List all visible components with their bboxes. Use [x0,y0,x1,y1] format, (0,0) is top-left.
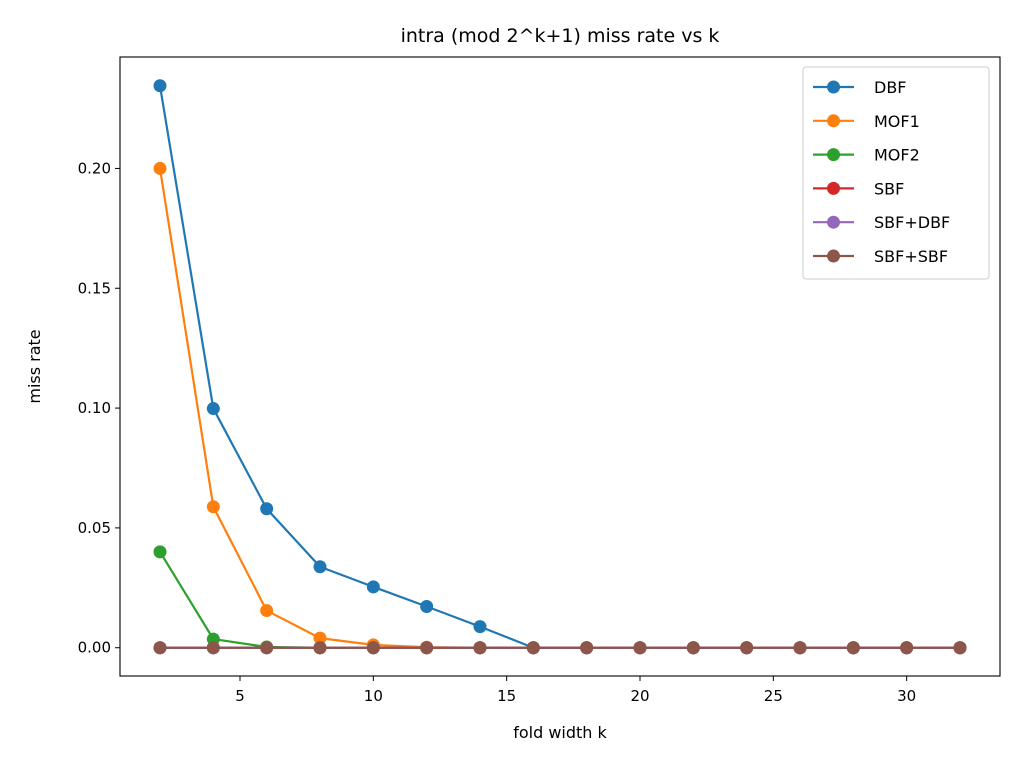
y-tick-label: 0.10 [78,399,111,417]
x-tick-label: 15 [497,687,516,705]
plot-area [119,56,1001,677]
data-point-sbf-plus-sbf [633,641,647,655]
data-point-mof1 [313,631,327,645]
data-point-mof2 [153,545,167,559]
legend-label-sbf-plus-dbf: SBF+DBF [874,213,950,232]
data-point-sbf-plus-sbf [526,641,540,655]
y-tick-label: 0.00 [78,639,111,657]
legend-item-mof2: MOF2 [813,146,920,165]
data-point-dbf [153,79,167,93]
series-layer [153,79,967,655]
data-point-sbf-plus-sbf [686,641,700,655]
data-point-sbf-plus-sbf [420,641,434,655]
data-point-sbf-plus-sbf [793,641,807,655]
data-point-mof1 [260,604,274,618]
data-point-sbf-plus-sbf [366,641,380,655]
data-point-dbf [206,402,220,416]
x-axis-label: fold width k [513,723,607,742]
legend-marker-sbf [827,181,840,195]
x-tick-label: 25 [764,687,783,705]
x-tick-label: 10 [364,687,383,705]
legend-marker-dbf [827,80,840,94]
y-axis-label: miss rate [25,329,44,403]
x-tick-label: 30 [897,687,916,705]
x-tick-label: 20 [630,687,649,705]
chart-title: intra (mod 2^k+1) miss rate vs k [401,25,720,47]
series-sbf-plus-sbf [153,641,967,655]
legend-label-mof1: MOF1 [874,112,920,131]
legend-label-sbf-plus-sbf: SBF+SBF [874,247,948,266]
y-tick-label: 0.20 [78,159,111,177]
data-point-dbf [366,580,380,594]
data-point-mof1 [153,161,167,175]
data-point-sbf-plus-sbf [953,641,967,655]
legend-marker-mof1 [827,114,840,128]
legend-marker-mof2 [827,148,840,162]
plot-frame [119,56,1001,677]
data-point-sbf-plus-sbf [153,641,167,655]
y-tick-label: 0.05 [78,519,111,537]
legend-label-mof2: MOF2 [874,146,920,165]
legend-item-sbf: SBF [813,179,904,198]
legend-label-dbf: DBF [874,78,907,97]
data-point-sbf-plus-sbf [740,641,754,655]
legend-marker-sbf-plus-dbf [827,215,840,229]
data-point-dbf [313,560,327,574]
data-point-sbf-plus-sbf [846,641,860,655]
legend: DBF MOF1 MOF2 SBF SBF+DBF SBF+SBF [802,66,990,280]
data-point-mof1 [206,500,220,514]
legend-marker-sbf-plus-sbf [827,249,840,263]
data-point-sbf-plus-sbf [206,641,220,655]
data-point-sbf-plus-sbf [473,641,487,655]
y-axis: 0.00 0.05 0.10 0.15 0.20 [78,159,120,657]
legend-item-sbf-plus-dbf: SBF+DBF [813,213,950,232]
x-axis: 5 10 15 20 25 30 [235,676,916,705]
legend-item-mof1: MOF1 [813,112,920,131]
data-point-dbf [473,620,487,634]
y-tick-label: 0.15 [78,279,111,297]
legend-items: DBF MOF1 MOF2 SBF SBF+DBF SBF+SBF [813,78,950,266]
data-point-dbf [420,600,434,613]
legend-item-sbf-plus-sbf: SBF+SBF [813,247,948,266]
x-tick-label: 5 [235,687,245,705]
data-point-sbf-plus-sbf [900,641,914,655]
data-point-dbf [260,502,274,516]
legend-label-sbf: SBF [874,179,904,198]
data-point-sbf-plus-sbf [260,641,274,655]
data-point-sbf-plus-sbf [313,641,327,655]
data-point-sbf-plus-sbf [580,641,594,655]
legend-item-dbf: DBF [813,78,907,97]
